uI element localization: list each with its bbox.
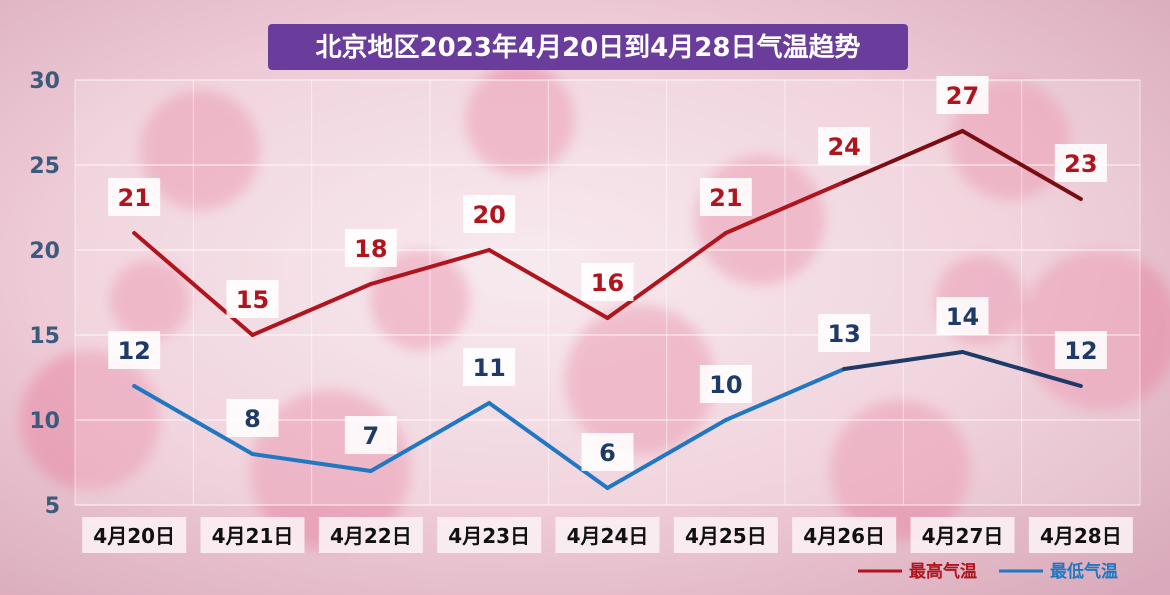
low-temp-line-segment [132,384,255,456]
data-label-box [344,416,397,454]
data-label-box [463,195,516,233]
data-label-box [818,127,871,165]
x-label-box [555,517,660,553]
low-temp-line-segment [368,401,492,473]
data-label-box [108,178,161,216]
data-labels: 21 15 18 20 16 21 24 27 23 12 8 7 11 6 10 13 14 12 [108,76,1107,471]
x-tick-label: 4月23日 [448,524,530,548]
x-tick-label: 4月20日 [93,524,175,548]
legend: 最高气温 最低气温 [858,561,1118,582]
high-temp-line-segment [605,231,728,320]
data-label-box [581,263,634,301]
blossom-shape [465,65,575,175]
high-temp-label: 23 [1064,150,1097,178]
blossom-shape [140,90,260,210]
high-temp-line-segment [842,129,965,184]
data-label-box [1054,331,1107,369]
low-temp-line-segment [487,401,610,490]
legend-low-label: 最低气温 [1050,561,1118,582]
data-label-box [699,365,752,403]
low-temp-label: 14 [946,303,979,331]
x-tick-label: 4月24日 [567,524,649,548]
y-axis: 5 10 15 20 25 30 [29,69,60,519]
data-label-box [936,76,989,114]
x-tick-label: 4月21日 [212,524,294,548]
high-temp-label: 15 [236,286,269,314]
data-label-box [226,399,279,437]
high-temp-label: 16 [591,269,624,297]
x-label-box [437,517,542,553]
data-label-box [699,178,752,216]
data-label-box [344,229,397,267]
high-temp-label: 20 [472,201,505,229]
x-label-box [318,517,423,553]
blossom-shape [565,305,715,455]
low-temp-label: 11 [472,354,505,382]
low-temp-label: 13 [827,320,860,348]
data-label-box [226,280,279,318]
legend-high-label: 最高气温 [909,561,977,582]
low-temp-label: 12 [117,337,150,365]
data-label-box [1054,144,1107,182]
blossom-shape [110,260,190,340]
data-label-box [818,314,871,352]
high-temp-line-segment [250,282,373,337]
x-label-box [200,517,305,553]
data-label-box [936,297,989,335]
data-label-box [108,331,161,369]
high-temp-label: 18 [354,235,387,263]
chart-title: 北京地区2023年4月20日到4月28日气温趋势 [316,32,861,63]
high-temp-label: 21 [117,184,150,212]
low-temp-label: 8 [244,405,261,433]
low-temp-label: 6 [599,439,616,467]
y-tick-label: 10 [29,409,60,434]
x-axis: 4月20日 4月21日 4月22日 4月23日 4月24日 4月25日 4月26日 4月27日… [82,517,1133,553]
x-label-box [673,517,778,553]
series-layer [132,129,1083,490]
x-label-box [82,517,187,553]
low-temp-label: 10 [709,371,742,399]
low-temp-line-segment [842,350,965,371]
low-temp-line-segment [250,452,373,473]
high-temp-line-segment [487,248,610,320]
high-temp-line-segment [368,248,492,286]
x-tick-label: 4月28日 [1040,524,1122,548]
x-label-box [792,517,897,553]
x-tick-label: 4月22日 [330,524,412,548]
high-temp-label: 27 [946,82,979,110]
title-banner [268,24,908,70]
y-tick-label: 15 [29,324,60,349]
x-label-box [910,517,1015,553]
y-tick-label: 5 [45,494,60,519]
data-label-box [463,348,516,386]
high-temp-label: 24 [827,133,860,161]
high-temp-label: 21 [709,184,742,212]
high-temp-line-segment [960,129,1083,201]
low-temp-label: 12 [1064,337,1097,365]
x-tick-label: 4月25日 [685,524,767,548]
x-label-box [1028,517,1133,553]
x-tick-label: 4月27日 [922,524,1004,548]
low-temp-line-segment [723,367,847,422]
low-temp-line-segment [605,418,728,490]
low-temp-line-segment [960,350,1083,388]
blossom-decoration [20,65,1170,550]
y-tick-label: 30 [29,69,60,94]
blossom-shape [1020,250,1170,410]
y-tick-label: 25 [29,154,60,179]
x-tick-label: 4月26日 [803,524,885,548]
y-tick-label: 20 [29,239,60,264]
high-temp-line-segment [723,180,847,235]
low-temp-label: 7 [362,422,379,450]
data-label-box [581,433,634,471]
